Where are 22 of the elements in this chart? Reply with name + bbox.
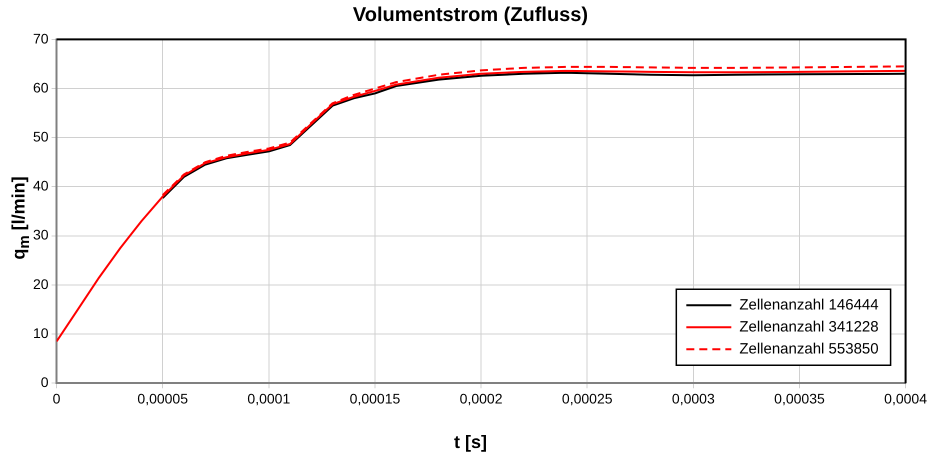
y-tick-label: 70 xyxy=(32,30,49,46)
x-tick-label: 0 xyxy=(52,390,61,406)
y-tick-label: 10 xyxy=(32,324,49,341)
x-tick-label: 0,0002 xyxy=(460,390,503,406)
x-tick-label: 0,00005 xyxy=(137,390,188,406)
x-tick-label: 0,0004 xyxy=(884,390,928,406)
x-tick-label: 0,00015 xyxy=(350,390,400,406)
y-tick-label: 20 xyxy=(32,276,49,292)
y-tick-label: 60 xyxy=(32,79,49,96)
x-tick-label: 0,0001 xyxy=(247,390,290,406)
x-tick-label: 0,00025 xyxy=(562,390,613,406)
legend-label: Zellenanzahl 553850 xyxy=(739,340,879,358)
y-tick-label: 40 xyxy=(32,178,49,194)
x-axis-title: t [s] xyxy=(453,432,488,453)
y-tick-label: 0 xyxy=(40,374,49,390)
y-tick-label: 50 xyxy=(32,128,49,144)
x-tick-label: 0,00035 xyxy=(774,390,825,406)
x-tick-label: 0,0003 xyxy=(672,390,715,406)
legend-label: Zellenanzahl 146444 xyxy=(739,296,879,314)
legend-label: Zellenanzahl 341228 xyxy=(739,318,879,336)
chart-title: Volumentstrom (Zufluss) xyxy=(352,4,590,27)
y-tick-label: 30 xyxy=(32,226,49,243)
